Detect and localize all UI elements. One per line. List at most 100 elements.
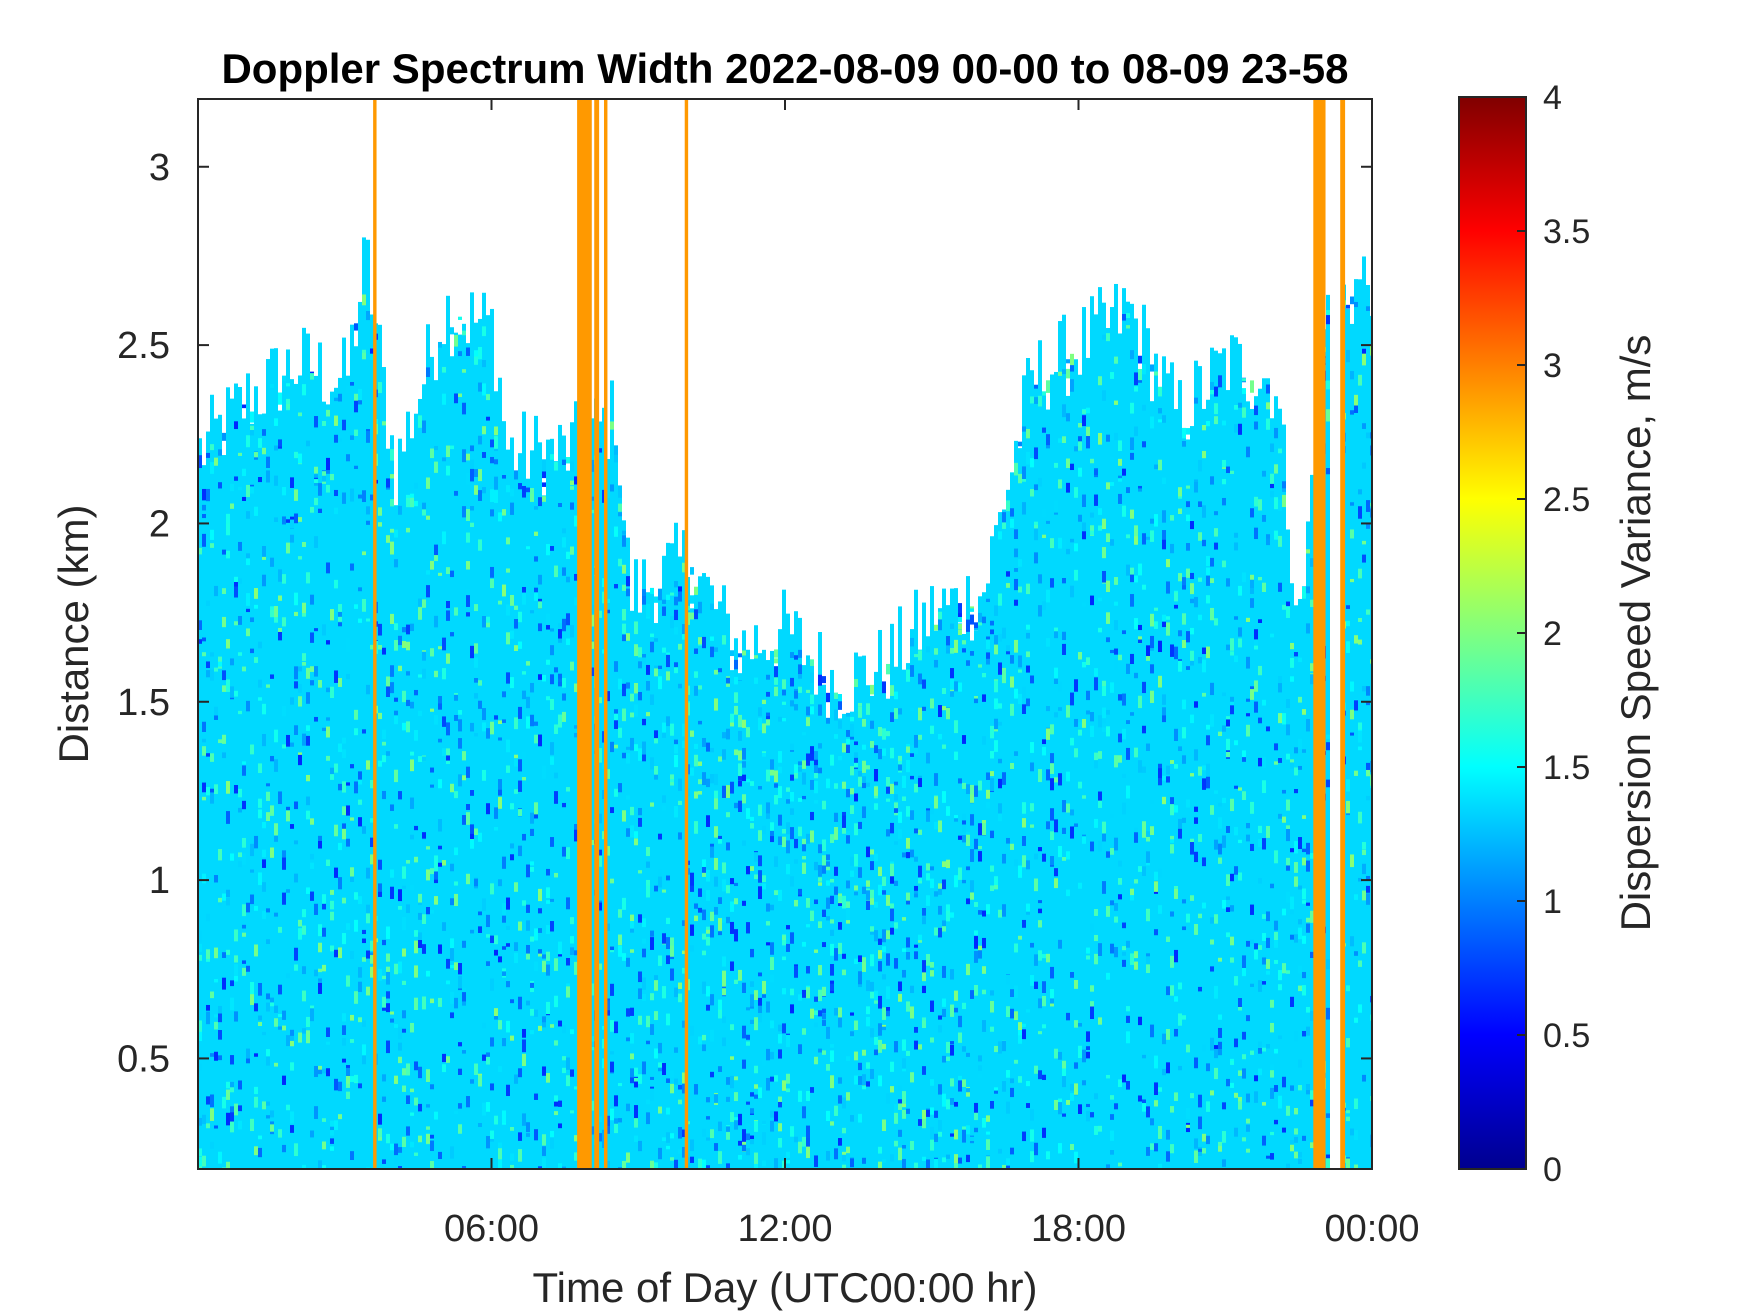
- heatmap-speckle: [850, 856, 854, 866]
- heatmap-speckle: [366, 760, 370, 770]
- heatmap-speckle: [958, 629, 962, 636]
- heatmap-speckle: [226, 897, 230, 906]
- heatmap-speckle: [198, 954, 202, 961]
- heatmap-speckle: [518, 845, 522, 857]
- heatmap-speckle: [1302, 1135, 1306, 1141]
- heatmap-speckle: [1086, 1046, 1090, 1050]
- heatmap-speckle: [290, 534, 294, 543]
- heatmap-speckle: [910, 985, 914, 994]
- heatmap-speckle: [1010, 989, 1014, 998]
- heatmap-speckle: [314, 1065, 318, 1078]
- heatmap-speckle: [810, 771, 814, 783]
- heatmap-speckle: [698, 720, 702, 725]
- heatmap-speckle: [310, 632, 314, 643]
- heatmap-speckle: [878, 1023, 882, 1036]
- heatmap-column: [858, 656, 862, 1169]
- heatmap-speckle: [1118, 654, 1122, 661]
- heatmap-speckle: [678, 683, 682, 689]
- heatmap-speckle: [570, 486, 574, 490]
- heatmap-speckle: [678, 591, 682, 602]
- heatmap-speckle: [238, 1105, 242, 1112]
- heatmap-speckle: [1030, 458, 1034, 468]
- colorbar-label: Dispersion Speed Variance, m/s: [1612, 335, 1659, 932]
- heatmap-speckle: [662, 1137, 666, 1142]
- heatmap-speckle: [606, 923, 610, 931]
- heatmap-speckle: [926, 1168, 930, 1169]
- heatmap-speckle: [914, 951, 918, 960]
- heatmap-speckle: [494, 436, 498, 449]
- heatmap-speckle: [654, 596, 658, 603]
- heatmap-speckle: [202, 533, 206, 547]
- heatmap-column: [434, 380, 438, 1169]
- heatmap-speckle: [514, 952, 518, 964]
- heatmap-speckle: [650, 641, 654, 653]
- heatmap-speckle: [850, 870, 854, 877]
- heatmap-speckle: [662, 889, 666, 893]
- heatmap-speckle: [1178, 818, 1182, 829]
- heatmap-speckle: [1026, 860, 1030, 870]
- heatmap-speckle: [1038, 847, 1042, 852]
- heatmap-speckle: [290, 1125, 294, 1133]
- heatmap-speckle: [890, 863, 894, 877]
- heatmap-speckle: [454, 962, 458, 971]
- heatmap-speckle: [750, 781, 754, 786]
- heatmap-speckle: [222, 588, 226, 595]
- heatmap-speckle: [290, 742, 294, 747]
- heatmap-speckle: [1210, 917, 1214, 924]
- heatmap-speckle: [1230, 703, 1234, 715]
- heatmap-speckle: [986, 658, 990, 665]
- heatmap-speckle: [930, 1037, 934, 1043]
- heatmap-speckle: [1030, 1151, 1034, 1163]
- heatmap-speckle: [1150, 1143, 1154, 1150]
- heatmap-speckle: [1146, 953, 1150, 957]
- heatmap-speckle: [814, 861, 818, 871]
- heatmap-speckle: [282, 574, 286, 584]
- heatmap-speckle: [1306, 842, 1310, 855]
- heatmap-speckle: [390, 665, 394, 677]
- heatmap-speckle: [506, 1084, 510, 1097]
- heatmap-speckle: [430, 560, 434, 570]
- heatmap-speckle: [1366, 432, 1370, 439]
- heatmap-speckle: [706, 1116, 710, 1120]
- heatmap-speckle: [906, 852, 910, 859]
- heatmap-speckle: [894, 691, 898, 700]
- heatmap-speckle: [1254, 629, 1258, 640]
- heatmap-speckle: [1038, 1031, 1042, 1035]
- heatmap-speckle: [1090, 1112, 1094, 1118]
- heatmap-speckle: [1078, 467, 1082, 477]
- heatmap-column: [382, 367, 386, 1169]
- heatmap-column: [1270, 418, 1274, 1169]
- heatmap-speckle: [286, 519, 290, 523]
- heatmap-speckle: [674, 740, 678, 754]
- heatmap-speckle: [1070, 538, 1074, 543]
- heatmap-speckle: [1170, 835, 1174, 842]
- heatmap-speckle: [782, 1023, 786, 1034]
- heatmap-speckle: [630, 806, 634, 816]
- heatmap-speckle: [846, 1092, 850, 1101]
- heatmap-speckle: [1186, 799, 1190, 808]
- heatmap-speckle: [1234, 1127, 1238, 1137]
- heatmap-column: [542, 495, 546, 1169]
- heatmap-speckle: [954, 817, 958, 822]
- heatmap-speckle: [426, 570, 430, 575]
- heatmap-speckle: [534, 531, 538, 536]
- heatmap-speckle: [762, 1132, 766, 1145]
- heatmap-column: [634, 559, 638, 1169]
- heatmap-speckle: [1082, 527, 1086, 540]
- heatmap-speckle: [370, 767, 374, 780]
- heatmap-speckle: [858, 971, 862, 985]
- heatmap-speckle: [334, 507, 338, 515]
- heatmap-speckle: [714, 857, 718, 870]
- heatmap-speckle: [794, 965, 798, 978]
- heatmap-speckle: [386, 926, 390, 940]
- heatmap-speckle: [198, 1117, 202, 1126]
- heatmap-speckle: [1102, 334, 1106, 340]
- heatmap-speckle: [1086, 1051, 1090, 1059]
- heatmap-speckle: [642, 948, 646, 958]
- heatmap-speckle: [546, 887, 550, 899]
- heatmap-speckle: [314, 479, 318, 484]
- heatmap-speckle: [962, 1046, 966, 1052]
- heatmap-speckle: [626, 746, 630, 750]
- heatmap-speckle: [366, 618, 370, 622]
- heatmap-speckle: [1254, 496, 1258, 507]
